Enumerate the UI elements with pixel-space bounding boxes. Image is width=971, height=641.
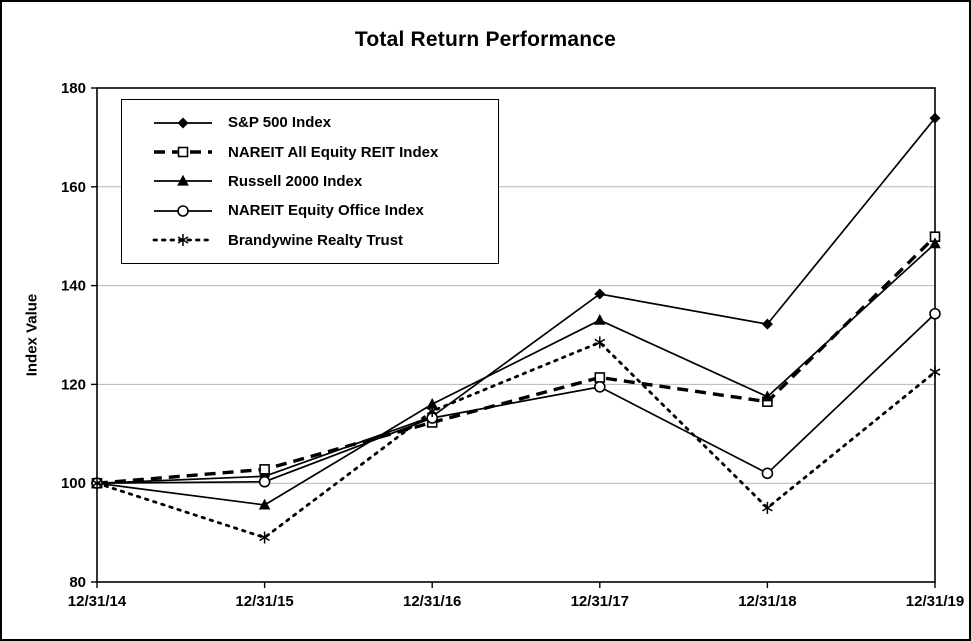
y-tick-label: 100 (61, 475, 86, 492)
y-tick-label: 80 (69, 574, 86, 591)
chart-title: Total Return Performance (354, 28, 617, 51)
series-brandywine-realty-trust (91, 336, 941, 544)
legend-square-open-icon (154, 146, 212, 158)
legend-label: Russell 2000 Index (228, 172, 363, 190)
legend-circle-open-icon (154, 205, 212, 217)
legend-triangle-icon (154, 175, 212, 187)
legend-asterisk-icon (152, 234, 214, 247)
x-tick-label: 12/31/15 (235, 593, 293, 610)
series-nareit-equity-office-index (91, 307, 941, 490)
series-russell-2000-index (91, 237, 941, 510)
x-tick-label: 12/31/19 (906, 593, 964, 610)
y-tick-label: 180 (61, 80, 86, 97)
legend-label: NAREIT All Equity REIT Index (228, 143, 439, 161)
legend-item: S&P 500 Index (152, 114, 498, 132)
x-tick-label: 12/31/18 (738, 593, 796, 610)
legend-item: Russell 2000 Index (152, 172, 498, 190)
legend: S&P 500 Index NAREIT All Equity REIT Inde… (121, 99, 499, 264)
legend-item: Brandywine Realty Trust (152, 231, 498, 249)
y-tick-label: 160 (61, 179, 86, 196)
plot-border (96, 87, 936, 583)
x-tick-label: 12/31/17 (571, 593, 629, 610)
legend-label: Brandywine Realty Trust (228, 231, 404, 249)
y-tick-label: 140 (61, 278, 86, 295)
series-nareit-all-equity-reit-index (91, 231, 941, 489)
legend-item: NAREIT All Equity REIT Index (152, 143, 498, 161)
y-tick-label: 120 (61, 376, 86, 393)
legend-item: NAREIT Equity Office Index (152, 202, 498, 220)
x-tick-label: 12/31/14 (68, 593, 127, 610)
legend-label: S&P 500 Index (228, 114, 332, 132)
legend-diamond-icon (154, 117, 212, 129)
legend-label: NAREIT Equity Office Index (228, 202, 424, 220)
x-tick-label: 12/31/16 (403, 593, 461, 610)
